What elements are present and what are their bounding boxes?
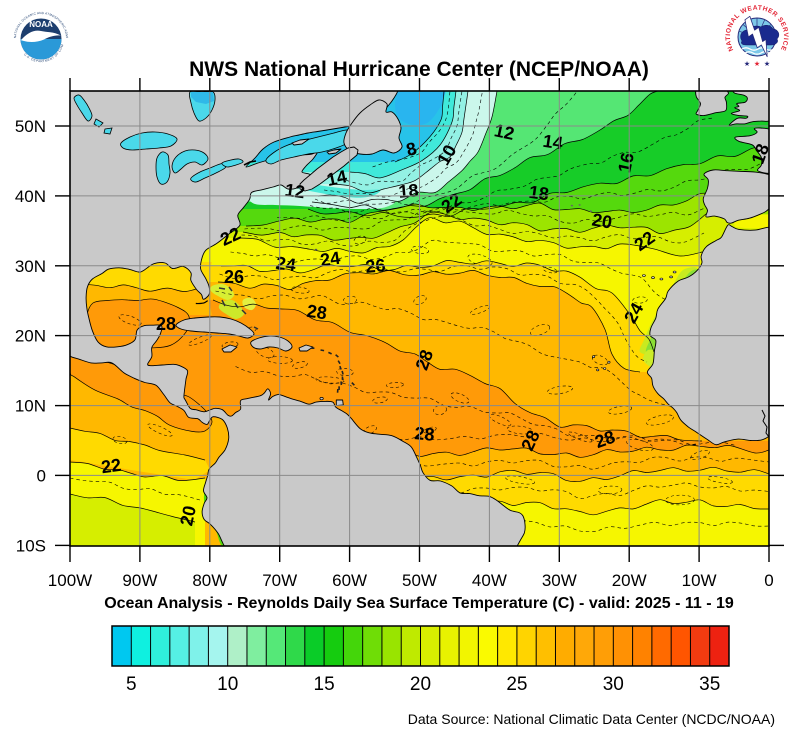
svg-text:24: 24 [275, 253, 298, 276]
svg-text:80W: 80W [192, 571, 227, 590]
svg-text:0: 0 [764, 571, 773, 590]
svg-text:70W: 70W [262, 571, 297, 590]
svg-text:35: 35 [699, 674, 720, 695]
svg-text:10: 10 [217, 674, 238, 695]
svg-text:Ocean Analysis - Reynolds Dail: Ocean Analysis - Reynolds Daily Sea Surf… [104, 595, 734, 612]
svg-text:40W: 40W [472, 571, 507, 590]
svg-text:15: 15 [314, 674, 335, 695]
svg-text:50N: 50N [15, 117, 46, 136]
svg-text:10N: 10N [15, 397, 46, 416]
svg-text:★: ★ [744, 60, 750, 68]
svg-text:25: 25 [506, 674, 527, 695]
svg-text:NWS National Hurricane Center: NWS National Hurricane Center (NCEP/NOAA… [189, 58, 649, 81]
svg-text:20W: 20W [612, 571, 647, 590]
svg-text:★: ★ [754, 60, 760, 68]
svg-text:Data Source: National Climatic: Data Source: National Climatic Data Cent… [408, 711, 775, 727]
svg-text:90W: 90W [122, 571, 157, 590]
svg-text:18: 18 [398, 180, 420, 202]
svg-text:28: 28 [306, 301, 329, 324]
svg-text:30N: 30N [15, 257, 46, 276]
svg-text:16: 16 [614, 151, 638, 175]
svg-text:12: 12 [284, 180, 307, 203]
svg-text:22: 22 [100, 455, 123, 478]
svg-text:14: 14 [542, 131, 565, 154]
svg-text:20: 20 [590, 210, 613, 233]
svg-text:20: 20 [176, 504, 200, 528]
svg-text:28: 28 [156, 314, 176, 334]
svg-text:NOAA: NOAA [29, 20, 53, 29]
svg-text:100W: 100W [48, 571, 92, 590]
svg-text:10S: 10S [16, 536, 46, 555]
svg-text:40N: 40N [15, 187, 46, 206]
svg-text:20N: 20N [15, 327, 46, 346]
svg-text:18: 18 [528, 182, 551, 205]
svg-text:14: 14 [325, 166, 349, 190]
svg-text:60W: 60W [332, 571, 367, 590]
svg-text:10W: 10W [682, 571, 717, 590]
svg-text:28: 28 [414, 423, 436, 445]
svg-text:★: ★ [764, 60, 770, 68]
svg-text:50W: 50W [402, 571, 437, 590]
svg-text:20: 20 [410, 674, 431, 695]
svg-text:26: 26 [224, 267, 244, 287]
svg-text:12: 12 [492, 120, 516, 144]
svg-text:5: 5 [126, 674, 137, 695]
svg-text:24: 24 [319, 248, 342, 271]
svg-text:0: 0 [37, 466, 46, 485]
svg-text:30W: 30W [542, 571, 577, 590]
svg-text:30: 30 [603, 674, 624, 695]
